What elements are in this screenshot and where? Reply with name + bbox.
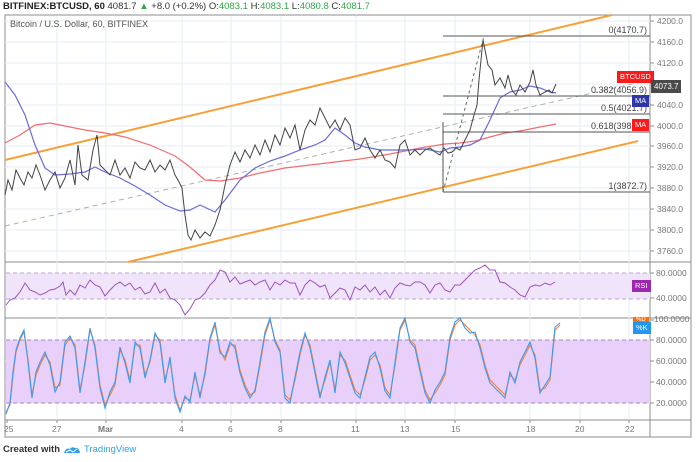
price-axis-label: 4120.0 xyxy=(657,58,683,68)
fib-trend-line xyxy=(442,35,485,193)
price-axis-label: 3760.0 xyxy=(657,246,683,256)
created-with-label: Created with xyxy=(3,444,61,455)
stoch-axis-label: 60.0000 xyxy=(656,356,687,366)
low-label: L: xyxy=(291,1,300,12)
stoch-band xyxy=(6,340,650,403)
price-axis-label: 3880.0 xyxy=(657,183,683,193)
fib-label-1: 1(3872.7) xyxy=(608,181,647,191)
up-arrow-icon: ▲ xyxy=(139,1,149,12)
ma-fast-tag: MA xyxy=(632,95,650,107)
price-axis-label: 3840.0 xyxy=(657,204,683,214)
fib-label-0618: 0.618(3986.6) xyxy=(590,121,647,131)
time-axis-label: 8 xyxy=(278,424,283,434)
open-label: O: xyxy=(208,1,219,12)
last-price: 4081.7 xyxy=(107,1,137,12)
price-axis-label: 4200.0 xyxy=(657,16,683,26)
btcusd-tag: BTCUSD xyxy=(617,71,654,83)
price-axis-label: 4000.0 xyxy=(657,121,683,131)
chart-legend-title: Bitcoin / U.S. Dollar, 60, BITFINEX xyxy=(10,19,149,29)
price-axis-label: 3920.0 xyxy=(657,162,683,172)
high-value: 4083.1 xyxy=(260,1,290,12)
rsi-line xyxy=(5,264,556,316)
close-label: C: xyxy=(331,1,341,12)
symbol-label: BITFINEX:BTCUSD, 60 xyxy=(3,1,105,12)
close-value: 4081.7 xyxy=(340,1,370,12)
low-value: 4080.8 xyxy=(299,1,329,12)
time-axis-label: 18 xyxy=(526,424,536,434)
stoch-axis-label: 40.0000 xyxy=(656,377,687,387)
rsi-axis-label: 40.0000 xyxy=(656,293,687,303)
fib-label-0: 0(4170.7) xyxy=(608,25,647,35)
change-value: +8.0 (+0.2%) xyxy=(151,1,207,12)
time-axis-label: 15 xyxy=(451,424,461,434)
price-axis-label: 4160.0 xyxy=(657,37,683,47)
fibonacci-retracement xyxy=(442,35,650,193)
stoch-axis-label: 20.0000 xyxy=(656,398,687,408)
time-axis-label: 11 xyxy=(351,424,360,434)
symbol-header: BITFINEX:BTCUSD, 60 4081.7 ▲ +8.0 (+0.2%… xyxy=(3,1,370,12)
time-axis-label: 27 xyxy=(52,424,62,434)
stoch-axis-label: 100.0000 xyxy=(654,314,690,324)
time-axis-label: 13 xyxy=(400,424,410,434)
footer-attribution: Created with TradingView xyxy=(3,444,136,455)
stoch-k-tag: %K xyxy=(633,322,651,334)
stoch-axis-label: 80.0000 xyxy=(656,335,687,345)
time-axis-label: 25 xyxy=(4,424,14,434)
fib-label-0382: 0.382(4056.9) xyxy=(590,85,647,95)
stoch-k-line xyxy=(5,315,561,415)
tradingview-link[interactable]: TradingView xyxy=(84,444,137,455)
price-candles xyxy=(4,39,557,242)
last-price-tag: 4073.7 xyxy=(651,80,682,93)
rsi-axis-label: 80.0000 xyxy=(656,268,687,278)
rsi-band xyxy=(6,273,650,299)
time-axis-label: Mar xyxy=(98,424,114,434)
channel-midline xyxy=(4,79,651,227)
tradingview-logo-icon xyxy=(64,446,81,453)
time-axis-label: 4 xyxy=(179,424,184,434)
price-axis-label: 3800.0 xyxy=(657,225,683,235)
high-label: H: xyxy=(250,1,261,12)
time-axis-label: 20 xyxy=(575,424,585,434)
ma-slow-tag: MA xyxy=(632,119,650,131)
stoch-d-tag: %D xyxy=(633,317,649,322)
fib-label-05: 0.5(4021.7) xyxy=(600,103,647,113)
rsi-tag: RSI xyxy=(632,280,651,292)
time-axis-label: 6 xyxy=(228,424,233,434)
time-axis-label: 22 xyxy=(625,424,635,434)
price-axis-label: 4040.0 xyxy=(657,100,683,110)
open-value: 4083.1 xyxy=(218,1,248,12)
ascending-channel xyxy=(4,14,639,263)
price-axis-label: 3960.0 xyxy=(657,141,683,151)
